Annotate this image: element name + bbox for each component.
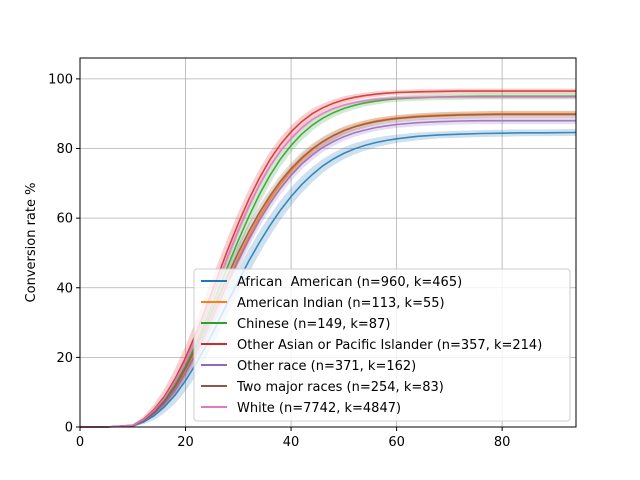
legend-label-3: Other Asian or Pacific Islander (n=357, … [237,338,542,353]
y-tick-label: 80 [56,142,73,157]
legend: African American (n=960, k=465) American … [193,268,571,422]
legend-box [193,268,571,422]
x-tick-label: 0 [76,435,84,450]
y-tick-label: 20 [56,351,73,366]
y-axis-label: Conversion rate % [24,183,39,303]
y-tick-label: 60 [56,212,73,227]
x-axis-ticks: 0 20 40 60 80 [76,427,511,450]
legend-label-4: Other race (n=371, k=162) [237,359,416,374]
plot-frame [79,57,577,428]
x-tick-label: 40 [283,435,300,450]
series-line-5 [80,113,576,428]
series-line-4 [80,119,576,428]
legend-label-2: Chinese (n=149, k=87) [237,317,390,332]
legend-label-5: Two major races (n=254, k=83) [236,380,444,395]
grid-lines [79,58,576,428]
y-tick-label: 0 [65,421,73,436]
legend-label-0: African American (n=960, k=465) [237,275,462,290]
legend-label-6: White (n=7742, k=4847) [237,401,401,416]
y-tick-label: 40 [56,281,73,296]
series-lines [80,90,577,428]
series-line-6 [80,96,576,428]
series-line-3 [80,90,576,428]
y-tick-label: 100 [48,72,73,87]
legend-label-1: American Indian (n=113, k=55) [237,296,445,311]
series-line-0 [80,131,577,428]
x-tick-label: 60 [388,435,405,450]
y-axis-ticks: 0 20 40 60 80 100 [48,72,80,436]
x-tick-label: 20 [177,435,194,450]
x-tick-label: 80 [494,435,511,450]
